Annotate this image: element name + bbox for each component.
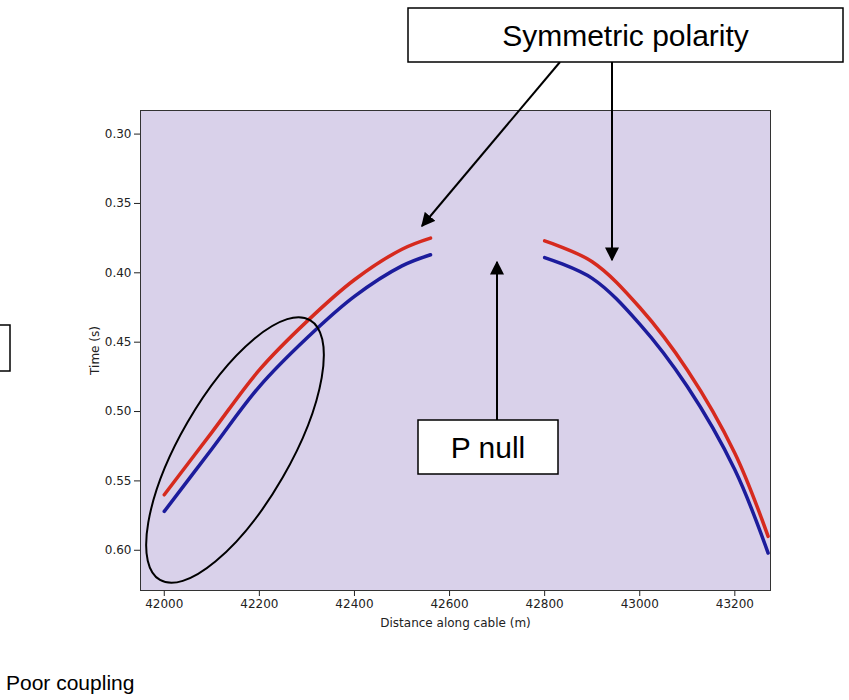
svg-text:0.60: 0.60: [105, 543, 132, 557]
svg-text:42600: 42600: [430, 597, 468, 611]
svg-text:Time (s): Time (s): [88, 326, 102, 376]
svg-text:Poor coupling: Poor coupling: [6, 671, 134, 694]
svg-text:42200: 42200: [240, 597, 278, 611]
svg-text:42800: 42800: [526, 597, 564, 611]
svg-text:0.40: 0.40: [105, 266, 132, 280]
svg-text:0.35: 0.35: [105, 196, 132, 210]
svg-text:42000: 42000: [145, 597, 183, 611]
svg-text:Symmetric polarity: Symmetric polarity: [502, 19, 749, 52]
svg-text:43200: 43200: [716, 597, 754, 611]
svg-text:Distance along cable (m): Distance along cable (m): [380, 616, 531, 630]
svg-text:0.55: 0.55: [105, 474, 132, 488]
svg-text:42400: 42400: [335, 597, 373, 611]
svg-text:0.30: 0.30: [105, 127, 132, 141]
svg-text:P null: P null: [451, 431, 526, 464]
svg-text:0.45: 0.45: [105, 335, 132, 349]
svg-text:0.50: 0.50: [105, 404, 132, 418]
svg-text:43000: 43000: [621, 597, 659, 611]
